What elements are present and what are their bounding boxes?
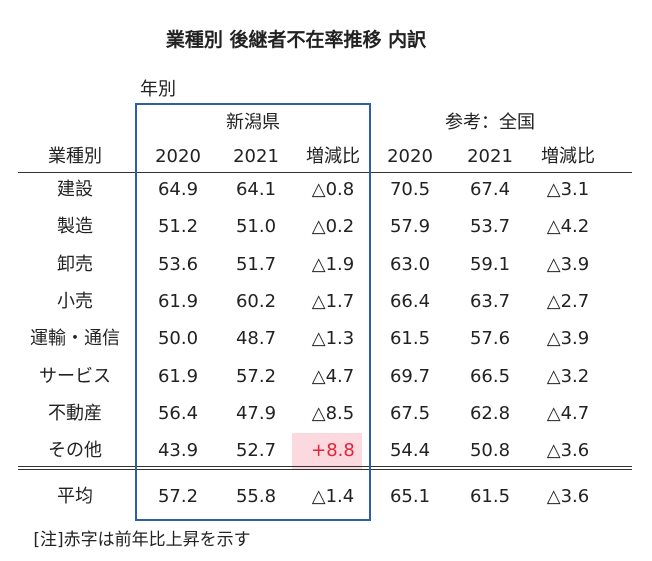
cell: △3.1 bbox=[546, 179, 590, 200]
cell: △1.3 bbox=[311, 328, 355, 350]
cell: 54.4 bbox=[389, 440, 431, 462]
cell: 62.8 bbox=[469, 402, 511, 424]
cell: 51.0 bbox=[235, 216, 277, 238]
cell: 66.4 bbox=[389, 290, 431, 312]
cell: △3.2 bbox=[546, 365, 590, 387]
cell: 57.9 bbox=[389, 216, 431, 238]
column-header: 増減比 bbox=[306, 146, 360, 167]
cell: 70.5 bbox=[389, 179, 431, 200]
cell: 50.8 bbox=[469, 440, 511, 462]
cell: 66.5 bbox=[469, 365, 511, 387]
cell: △3.9 bbox=[546, 253, 590, 275]
cell: 53.6 bbox=[157, 253, 199, 275]
cell: 61.9 bbox=[157, 365, 199, 387]
cell: 63.0 bbox=[389, 253, 431, 275]
cell: 61.9 bbox=[157, 290, 199, 312]
cell: △0.8 bbox=[311, 179, 355, 200]
cell: 43.9 bbox=[157, 440, 199, 462]
cell: 50.0 bbox=[157, 328, 199, 350]
cell: △4.7 bbox=[546, 402, 590, 424]
cell: 53.7 bbox=[469, 216, 511, 238]
row-label: 小売 bbox=[57, 290, 93, 312]
column-header: 2020 bbox=[387, 146, 433, 167]
cell: 64.9 bbox=[157, 179, 199, 200]
row-label: 運輸・通信 bbox=[30, 328, 120, 350]
row-label: その他 bbox=[48, 440, 102, 462]
cell: △1.9 bbox=[311, 253, 355, 275]
year-label: 年別 bbox=[140, 79, 176, 100]
cell: △3.6 bbox=[546, 486, 590, 507]
cell: 57.2 bbox=[235, 365, 277, 387]
cell: △1.4 bbox=[311, 486, 355, 507]
cell: 57.2 bbox=[157, 486, 199, 507]
cell: 56.4 bbox=[157, 402, 199, 424]
row-label: サービス bbox=[39, 365, 111, 387]
average-rule bbox=[18, 466, 632, 467]
cell: △8.5 bbox=[311, 402, 355, 424]
row-label: 卸売 bbox=[57, 253, 93, 275]
row-label: 製造 bbox=[57, 216, 93, 238]
cell: 59.1 bbox=[469, 253, 511, 275]
cell: △3.9 bbox=[546, 328, 590, 350]
cell: 48.7 bbox=[235, 328, 277, 350]
cell: 60.2 bbox=[235, 290, 277, 312]
cell: 51.2 bbox=[157, 216, 199, 238]
cell: 64.1 bbox=[235, 179, 277, 200]
cell: 61.5 bbox=[469, 486, 511, 507]
cell: 69.7 bbox=[389, 365, 431, 387]
cell: 57.6 bbox=[469, 328, 511, 350]
row-label: 平均 bbox=[57, 486, 93, 507]
cell: 51.7 bbox=[235, 253, 277, 275]
cell: 61.5 bbox=[389, 328, 431, 350]
average-rule bbox=[18, 469, 632, 470]
cell: 67.5 bbox=[389, 402, 431, 424]
row-label: 不動産 bbox=[48, 402, 102, 424]
column-header: 2020 bbox=[155, 146, 201, 167]
header-rule bbox=[18, 172, 632, 173]
cell: 52.7 bbox=[235, 440, 277, 462]
cell: 55.8 bbox=[235, 486, 277, 507]
cell: △4.2 bbox=[546, 216, 590, 238]
row-label: 建設 bbox=[57, 179, 93, 200]
cell: △1.7 bbox=[311, 290, 355, 312]
cell: 63.7 bbox=[469, 290, 511, 312]
highlight-cell bbox=[292, 433, 362, 469]
cell: △0.2 bbox=[311, 216, 355, 238]
cell: 65.1 bbox=[389, 486, 431, 507]
cell: 67.4 bbox=[469, 179, 511, 200]
note: [注]赤字は前年比上昇を示す bbox=[33, 530, 251, 550]
cell: 47.9 bbox=[235, 402, 277, 424]
title: 業種別 後継者不在率推移 内訳 bbox=[165, 29, 427, 51]
group-header: 新潟県 bbox=[226, 112, 280, 133]
column-header: 増減比 bbox=[541, 146, 595, 167]
cell: △3.6 bbox=[546, 440, 590, 462]
cell: △4.7 bbox=[311, 365, 355, 387]
cell: +8.8 bbox=[311, 440, 355, 462]
group-header: 参考：全国 bbox=[445, 112, 535, 133]
column-header: 2021 bbox=[467, 146, 513, 167]
niigata-frame bbox=[135, 103, 371, 521]
column-header: 業種別 bbox=[48, 146, 102, 167]
cell: △2.7 bbox=[546, 290, 590, 312]
column-header: 2021 bbox=[233, 146, 279, 167]
